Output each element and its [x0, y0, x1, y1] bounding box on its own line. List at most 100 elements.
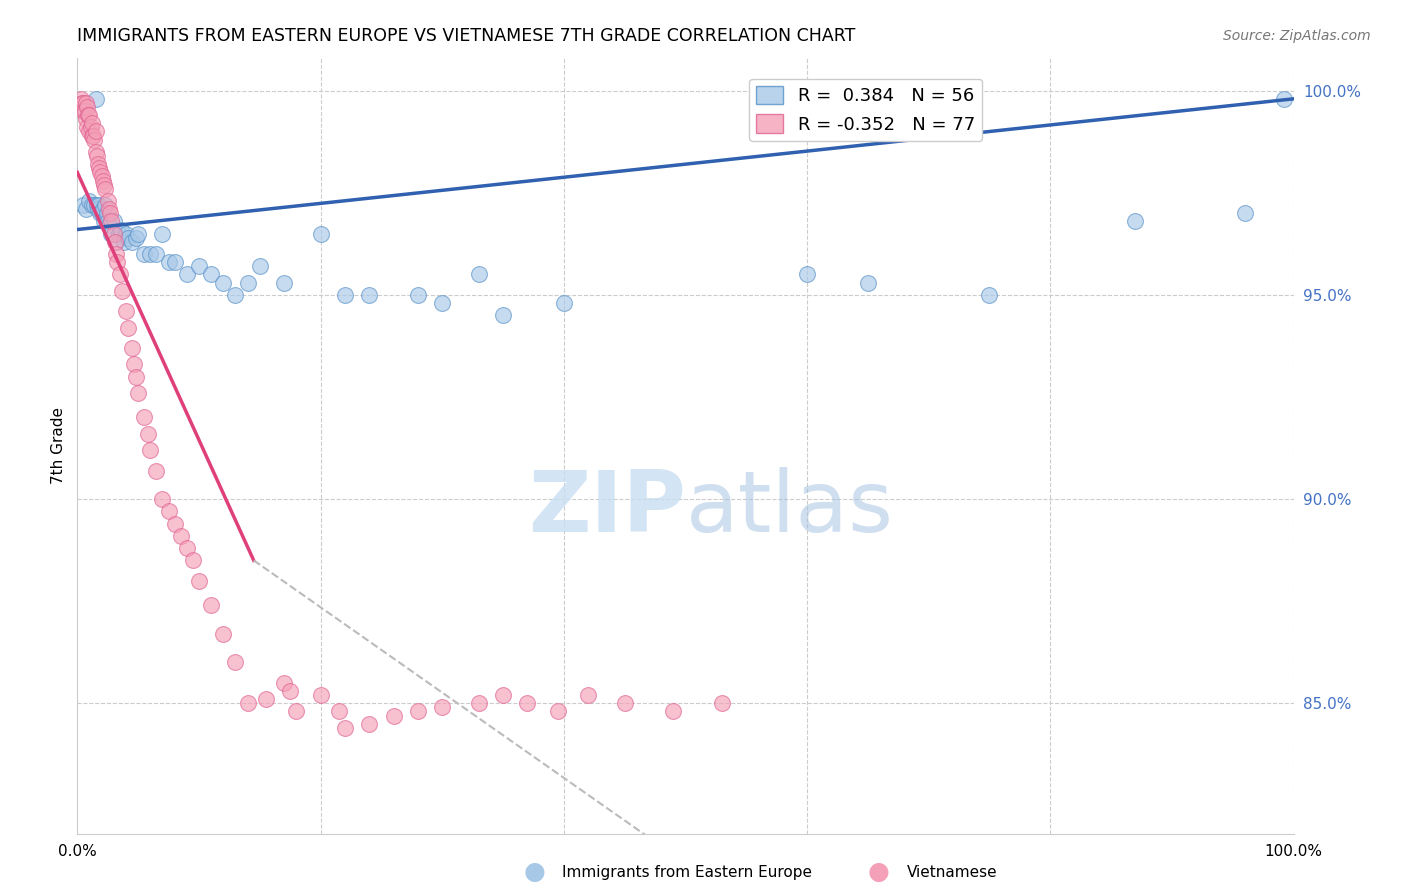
Point: [87, 202, 110, 216]
Text: Source: ZipAtlas.com: Source: ZipAtlas.com: [1223, 29, 1371, 44]
Point: [152, 492, 174, 507]
Point: [125, 230, 148, 244]
Point: [73, 104, 96, 119]
Point: [134, 247, 156, 261]
Point: [136, 426, 159, 441]
Point: [79, 194, 101, 208]
Text: ●: ●: [523, 861, 546, 884]
Point: [91, 173, 114, 187]
Point: [152, 227, 174, 241]
Point: [76, 120, 98, 135]
Point: [170, 529, 193, 543]
Point: [72, 104, 94, 119]
Point: [121, 341, 143, 355]
Point: [176, 268, 198, 282]
Point: [254, 692, 277, 706]
Point: [333, 721, 356, 735]
Point: [93, 178, 115, 192]
Point: [359, 288, 381, 302]
Point: [83, 198, 105, 212]
Point: [98, 206, 121, 220]
Point: [359, 716, 381, 731]
Point: [224, 288, 246, 302]
Point: [84, 92, 107, 106]
Point: [100, 227, 122, 241]
Point: [104, 235, 127, 249]
Point: [90, 206, 112, 220]
Point: [212, 276, 235, 290]
Point: [75, 202, 97, 216]
Point: [80, 128, 103, 143]
Point: [97, 194, 120, 208]
Text: Immigrants from Eastern Europe: Immigrants from Eastern Europe: [562, 865, 813, 880]
Point: [576, 688, 599, 702]
Point: [112, 235, 135, 249]
Point: [111, 284, 134, 298]
Point: [103, 227, 125, 241]
Point: [285, 705, 308, 719]
Point: [188, 260, 211, 274]
Point: [236, 276, 259, 290]
Point: [83, 133, 105, 147]
Point: [127, 227, 149, 241]
Point: [80, 116, 103, 130]
Point: [200, 599, 222, 613]
Point: [97, 219, 120, 233]
Point: [979, 288, 1001, 302]
Point: [70, 92, 93, 106]
Point: [188, 574, 211, 588]
Legend: R =  0.384   N = 56, R = -0.352   N = 77: R = 0.384 N = 56, R = -0.352 N = 77: [749, 78, 983, 141]
Point: [796, 268, 818, 282]
Point: [382, 708, 405, 723]
Text: ZIP: ZIP: [527, 467, 686, 549]
Point: [89, 161, 111, 176]
Point: [163, 255, 186, 269]
Point: [107, 255, 129, 269]
Point: [278, 684, 301, 698]
Point: [127, 385, 149, 400]
Point: [100, 214, 122, 228]
Point: [224, 656, 246, 670]
Point: [492, 688, 515, 702]
Point: [75, 95, 97, 110]
Point: [273, 276, 295, 290]
Point: [212, 627, 235, 641]
Point: [96, 206, 118, 220]
Point: [328, 705, 350, 719]
Point: [89, 198, 111, 212]
Point: [72, 198, 94, 212]
Point: [547, 705, 569, 719]
Point: [157, 255, 180, 269]
Point: [124, 357, 146, 371]
Point: [79, 124, 101, 138]
Point: [273, 676, 295, 690]
Point: [82, 128, 104, 143]
Point: [134, 410, 156, 425]
Point: [94, 182, 117, 196]
Point: [145, 463, 167, 477]
Point: [93, 214, 115, 228]
Text: IMMIGRANTS FROM EASTERN EUROPE VS VIETNAMESE 7TH GRADE CORRELATION CHART: IMMIGRANTS FROM EASTERN EUROPE VS VIETNA…: [77, 28, 856, 45]
Point: [117, 230, 139, 244]
Point: [91, 202, 114, 216]
Point: [76, 100, 98, 114]
Point: [662, 705, 685, 719]
Point: [249, 260, 271, 274]
Point: [333, 288, 356, 302]
Point: [105, 235, 128, 249]
Point: [1272, 92, 1295, 106]
Point: [77, 108, 100, 122]
Point: [84, 124, 107, 138]
Point: [553, 296, 575, 310]
Y-axis label: 7th Grade: 7th Grade: [51, 408, 66, 484]
Point: [430, 700, 453, 714]
Point: [236, 696, 259, 710]
Point: [94, 198, 117, 212]
Point: [139, 443, 162, 458]
Point: [86, 198, 108, 212]
Point: [710, 696, 733, 710]
Point: [200, 268, 222, 282]
Point: [125, 369, 148, 384]
Point: [90, 169, 112, 184]
Point: [79, 108, 101, 122]
